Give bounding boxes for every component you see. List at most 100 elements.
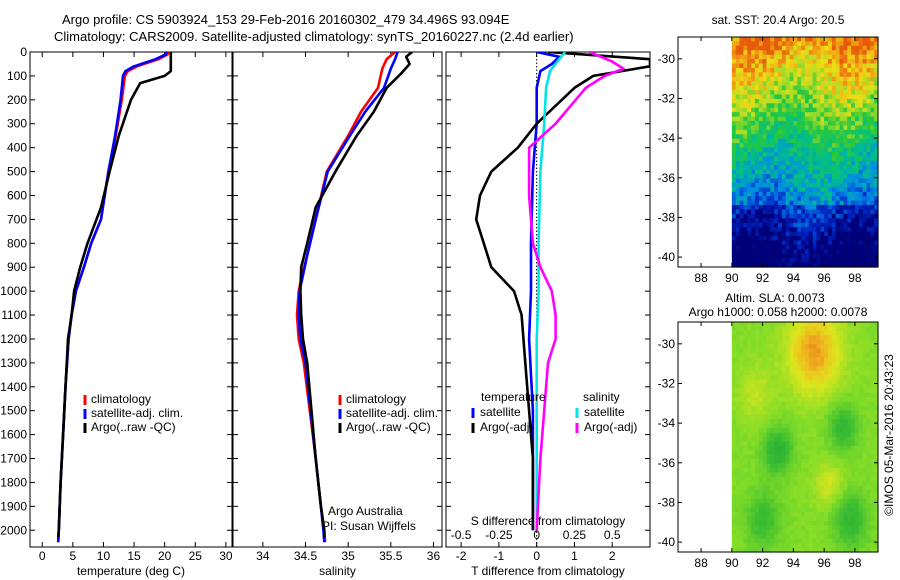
sla-map-cell bbox=[781, 512, 787, 518]
sst-map-cell bbox=[735, 81, 741, 87]
sla-map-cell bbox=[747, 507, 752, 513]
sst-map-cell bbox=[743, 182, 748, 188]
sla-map-cell bbox=[862, 547, 868, 553]
sla-map-cell bbox=[770, 397, 775, 403]
sst-map-cell bbox=[874, 98, 879, 104]
sst-map-cell bbox=[839, 209, 844, 215]
sla-map-cell bbox=[816, 410, 821, 416]
sst-map-cell bbox=[843, 94, 848, 100]
sla-map-cell bbox=[828, 450, 833, 456]
sla-map-cell bbox=[747, 481, 752, 487]
sst-map-cell bbox=[751, 178, 756, 184]
sst-map-cell bbox=[801, 94, 806, 100]
sla-map-cell bbox=[754, 467, 760, 473]
sst-map-cell bbox=[816, 63, 821, 69]
sla-map-cell bbox=[870, 516, 875, 522]
sst-map-cell bbox=[735, 196, 741, 202]
sst-map-cell bbox=[793, 45, 798, 51]
sla-map-cell bbox=[739, 423, 744, 429]
sst-map-cell bbox=[774, 231, 779, 237]
sst-map-cell bbox=[808, 147, 814, 153]
sla-map-cell bbox=[758, 419, 764, 425]
sla-map-cell bbox=[739, 397, 744, 403]
sst-map-cell bbox=[828, 231, 833, 237]
sst-map-cell bbox=[743, 116, 748, 122]
sst-map-cell bbox=[766, 196, 771, 202]
sla-map-cell bbox=[851, 445, 856, 451]
sst-map-cell bbox=[808, 143, 814, 149]
sst-map-cell bbox=[828, 94, 833, 100]
sla-map-cell bbox=[743, 406, 748, 412]
sla-map-cell bbox=[735, 481, 741, 487]
sst-map-cell bbox=[854, 227, 860, 233]
sla-map-cell bbox=[835, 322, 841, 328]
sst-map-cell bbox=[808, 129, 814, 135]
sst-map-cell bbox=[835, 67, 841, 73]
sla-map-cell bbox=[820, 375, 825, 381]
sst-map-cell bbox=[866, 174, 871, 180]
sla-map-cell bbox=[762, 379, 768, 385]
sst-map-cell bbox=[843, 160, 848, 166]
sla-map-cell bbox=[754, 441, 760, 447]
sla-map-cell bbox=[754, 388, 760, 394]
sst-map-cell bbox=[854, 169, 860, 175]
salinity-x-tick-label: 34 bbox=[256, 549, 270, 563]
sla-map-cell bbox=[851, 326, 856, 332]
sst-map-cell bbox=[781, 222, 787, 228]
sla-map-cell bbox=[862, 454, 868, 460]
sst-map-cell bbox=[781, 152, 787, 158]
sst-map-cell bbox=[766, 218, 771, 224]
sla-map-cell bbox=[735, 543, 741, 549]
sla-map-cell bbox=[739, 419, 744, 425]
sla-map-cell bbox=[870, 498, 875, 504]
sla-map-cell bbox=[816, 454, 821, 460]
sst-map-cell bbox=[808, 37, 814, 43]
sst-map-cell bbox=[824, 41, 829, 47]
sst-map-cell bbox=[804, 240, 810, 246]
sla-map-cell bbox=[739, 375, 744, 381]
sst-map-cell bbox=[835, 59, 841, 65]
sla-map-cell bbox=[751, 357, 756, 363]
sla-map-cell bbox=[874, 432, 879, 438]
sst-map-cell bbox=[785, 236, 791, 242]
sla-map-cell bbox=[793, 476, 798, 482]
sst-map-cell bbox=[843, 143, 848, 149]
sst-map-cell bbox=[866, 90, 871, 96]
sst-map-cell bbox=[797, 152, 802, 158]
sla-map-cell bbox=[781, 437, 787, 443]
sla-map-cell bbox=[820, 361, 825, 367]
sla-map-cell bbox=[839, 392, 844, 398]
sst-map-cell bbox=[847, 174, 852, 180]
sla-map-cell bbox=[762, 383, 768, 389]
sla-map-cell bbox=[735, 322, 741, 328]
sst-map-cell bbox=[751, 54, 756, 60]
sla-map-cell bbox=[762, 476, 768, 482]
sst-map-cell bbox=[820, 262, 825, 268]
sla-map-cell bbox=[824, 467, 829, 473]
sla-map-cell bbox=[754, 521, 760, 527]
sst-map-cell bbox=[816, 160, 821, 166]
salinity-difference-tick-label: -0.25 bbox=[485, 528, 513, 542]
sla-map-cell bbox=[851, 494, 856, 500]
sla-map-cell bbox=[797, 361, 802, 367]
sst-map-cell bbox=[743, 231, 748, 237]
salinity-series-satellite-adj-clim- bbox=[297, 52, 399, 543]
sst-map-cell bbox=[770, 41, 775, 47]
sla-map-cell bbox=[808, 498, 814, 504]
sla-map-cell bbox=[839, 388, 844, 394]
sla-map-cell bbox=[862, 507, 868, 513]
sst-map-cell bbox=[762, 37, 768, 43]
sla-map-cell bbox=[801, 344, 806, 350]
sla-map-cell bbox=[778, 498, 783, 504]
sla-map-cell bbox=[808, 397, 814, 403]
sst-map-cell bbox=[804, 107, 810, 113]
sla-map-cell bbox=[843, 379, 848, 385]
sla-map-cell bbox=[781, 379, 787, 385]
sla-map-cell bbox=[766, 366, 771, 372]
sst-map-cell bbox=[808, 72, 814, 78]
sla-map-cell bbox=[847, 428, 852, 434]
sst-map-cell bbox=[820, 240, 825, 246]
sla-map-cell bbox=[762, 445, 768, 451]
sst-map-cell bbox=[762, 236, 768, 242]
sst-map-cell bbox=[839, 182, 844, 188]
